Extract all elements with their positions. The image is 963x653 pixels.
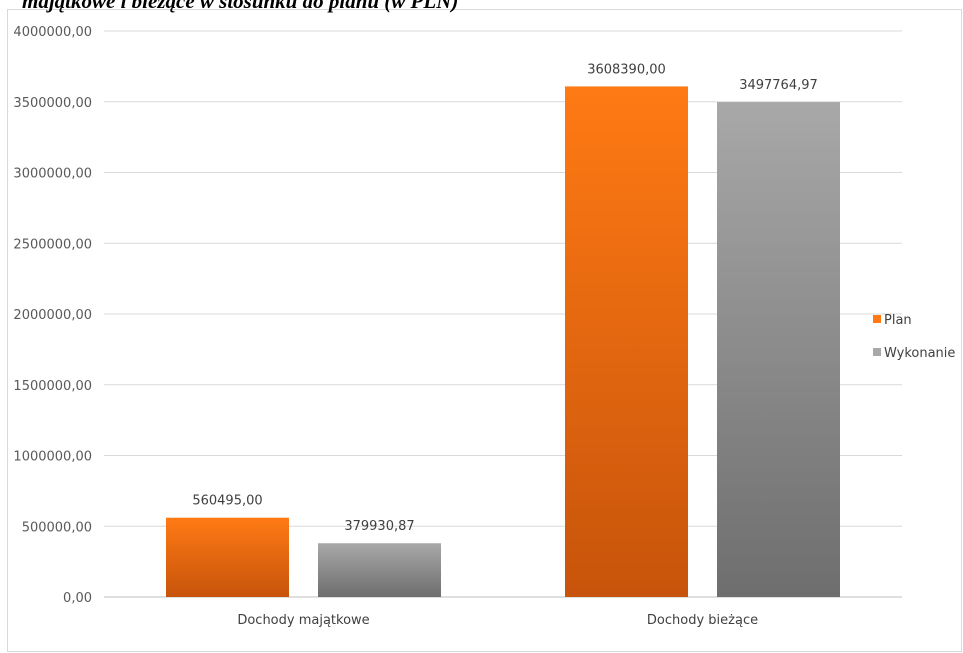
y-tick-label: 3500000,00 [13,96,92,111]
y-tick-label: 0,00 [63,591,92,606]
legend-label-wykonanie: Wykonanie [884,346,955,361]
y-tick-label: 3000000,00 [13,167,92,182]
bar-wykonanie-1 [318,543,441,597]
y-tick-label: 4000000,00 [13,25,92,40]
legend-swatch-wykonanie [873,348,881,356]
bar-plan-2 [565,86,688,597]
data-label: 560495,00 [192,494,262,509]
legend-swatch-plan [873,315,881,323]
y-tick-label: 1500000,00 [13,379,92,394]
data-label: 3497764,97 [739,78,818,93]
bar-wykonanie-2 [717,102,840,597]
x-category-label: Dochody bieżące [647,613,758,628]
chart-title: majątkowe i bieżące w stosunku do planu … [22,0,459,13]
y-tick-label: 1000000,00 [13,450,92,465]
y-tick-label: 500000,00 [22,520,92,535]
data-label: 379930,87 [344,519,414,534]
y-tick-label: 2000000,00 [13,308,92,323]
y-tick-label: 2500000,00 [13,237,92,252]
bar-plan-1 [166,517,289,597]
data-label: 3608390,00 [587,62,666,77]
legend-label-plan: Plan [884,313,912,328]
x-category-label: Dochody majątkowe [237,613,369,628]
